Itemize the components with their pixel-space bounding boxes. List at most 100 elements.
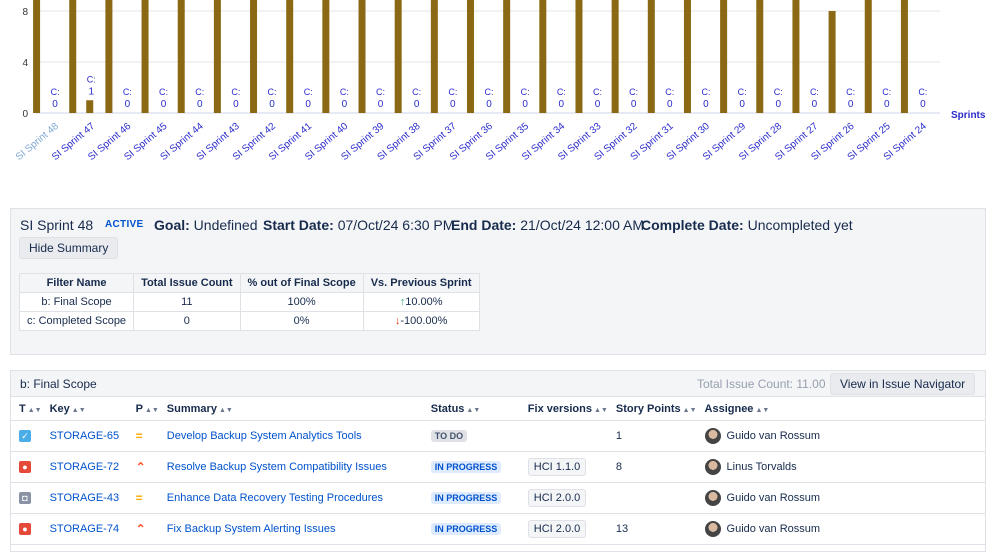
data-label-value: 0 [125,99,131,110]
final-scope-header: b: Final Scope Total Issue Count: 11.00 … [11,371,985,397]
fix-version-badge: HCI 2.0.0 [527,520,587,538]
priority-high-icon: ⌃ [135,522,146,536]
view-in-issue-navigator-button[interactable]: View in Issue Navigator [830,373,976,395]
data-label-value: 0 [595,99,601,110]
col-key[interactable]: Key ▲▼ [41,398,128,421]
assignee-name: Guido van Rossum [726,429,821,442]
assignee-cell: Guido van Rossum [696,420,985,452]
col-fix-versions[interactable]: Fix versions ▲▼ [519,398,608,421]
issue-key-link[interactable]: STORAGE-43 [49,492,120,504]
sprint-complete-date: Complete Date: Uncompleted yet [641,217,853,233]
issue-summary-link[interactable]: Develop Backup System Analytics Tools [166,430,362,442]
data-label-series: C: [87,74,96,84]
bar-final-scope [141,0,149,113]
priority-medium-icon: = [135,429,143,443]
sort-icon: ▲▼ [466,407,481,414]
fix-version-cell: HCI 2.0.0 [519,482,608,514]
bar-completed-scope [86,100,94,113]
bar-final-scope [539,0,547,113]
data-label-series: C: [629,87,638,97]
fix-version-badge: HCI 1.1.0 [527,458,587,476]
y-tick-label: 8 [22,7,28,18]
filter-name: b: Final Scope [18,292,135,312]
summary-table: Filter Name Total Issue Count % out of F… [18,273,480,331]
sprint-end-date: End Date: 21/Oct/24 12:00 AM [451,217,644,233]
avatar [704,459,721,475]
col-status[interactable]: Status ▲▼ [422,398,520,421]
summary-cell: Fix Backup System Alerting Issues [158,513,423,545]
bar-final-scope [105,0,113,113]
data-label-series: C: [521,87,530,97]
issue-summary-link[interactable]: Resolve Backup System Compatibility Issu… [166,461,387,473]
assignee-name: Guido van Rossum [726,522,821,535]
hide-summary-button[interactable]: Hide Summary [19,237,119,259]
type-cell: ● [11,451,42,483]
goal-value: Undefined [193,217,258,233]
bar-final-scope [358,0,366,113]
issues-table: T ▲▼ Key ▲▼ P ▲▼ Summary ▲▼ Status ▲▼ Fix ver… [11,398,985,545]
scope-percent: 0% [239,311,364,331]
status-lozenge: TO DO [430,430,468,442]
bug-icon: ● [19,523,31,536]
table-row[interactable]: ● STORAGE-74 ⌃ Fix Backup System Alerting I… [11,513,985,545]
table-row[interactable]: ◘ STORAGE-43 = Enhance Data Recovery Testin… [11,482,985,514]
issue-key-link[interactable]: STORAGE-65 [49,430,120,442]
y-tick-label: 0 [22,109,28,120]
final-scope-title: b: Final Scope [20,377,97,391]
bar-final-scope [69,0,77,113]
sort-icon: ▲▼ [144,407,159,414]
col-summary[interactable]: Summary ▲▼ [158,398,423,421]
data-label-value: 0 [920,99,926,110]
data-label-series: C: [123,87,132,97]
type-cell: ✓ [11,420,42,452]
data-label-value: 0 [342,99,348,110]
data-label-value: 0 [233,99,239,110]
table-row[interactable]: ● STORAGE-72 ⌃ Resolve Backup System Compat… [11,451,985,483]
data-label-value: 0 [197,99,203,110]
bar-final-scope [792,0,800,113]
status-lozenge: IN PROGRESS [430,492,502,504]
scope-percent: 100% [239,292,364,312]
assignee-cell: Guido van Rossum [696,513,985,545]
col-assignee[interactable]: Assignee ▲▼ [696,398,985,421]
complete-label: Complete Date: [641,217,744,233]
issue-key-link[interactable]: STORAGE-74 [49,523,120,535]
data-label-value: 0 [450,99,456,110]
issue-summary-link[interactable]: Enhance Data Recovery Testing Procedures [166,492,384,504]
sprint-goal: Goal: Undefined [154,217,258,233]
data-label-value: 0 [812,99,818,110]
col-filter-name: Filter Name [18,273,135,293]
story-points-cell: 8 [607,451,697,483]
summary-row-final-scope: b: Final Scope 11 100% ↑10.00% [18,292,480,312]
data-label-value: 0 [52,99,58,110]
status-badge: ACTIVE [105,219,144,230]
data-label-value: 1 [88,86,94,97]
data-label-value: 0 [522,99,528,110]
table-row[interactable]: ✓ STORAGE-65 = Develop Backup System Analyt… [11,420,985,452]
data-label-series: C: [376,87,385,97]
sprint-summary-panel: SI Sprint 48 ACTIVE Goal: Undefined Star… [10,208,986,355]
col-type[interactable]: T ▲▼ [11,398,42,421]
bar-final-scope [683,0,691,113]
sort-icon: ▲▼ [27,407,42,414]
col-priority[interactable]: P ▲▼ [127,398,159,421]
data-label-series: C: [51,87,60,97]
vs-previous: ↓-100.00% [362,311,480,331]
data-label-value: 0 [884,99,890,110]
data-label-series: C: [593,87,602,97]
bar-final-scope [720,0,728,113]
bar-final-scope [828,11,836,113]
bar-final-scope [250,0,258,113]
issue-key-link[interactable]: STORAGE-72 [49,461,120,473]
status-lozenge: IN PROGRESS [430,523,502,535]
col-story-points[interactable]: Story Points ▲▼ [607,398,697,421]
fix-version-cell [519,420,608,452]
issue-summary-link[interactable]: Fix Backup System Alerting Issues [166,523,336,535]
priority-cell: ⌃ [127,451,159,483]
bar-final-scope [322,0,330,113]
data-label-series: C: [340,87,349,97]
issue-count: 11 [133,292,241,312]
bar-final-scope [611,0,619,113]
summary-row-completed-scope: c: Completed Scope 0 0% ↓-100.00% [18,311,480,331]
priority-cell: = [127,482,159,514]
